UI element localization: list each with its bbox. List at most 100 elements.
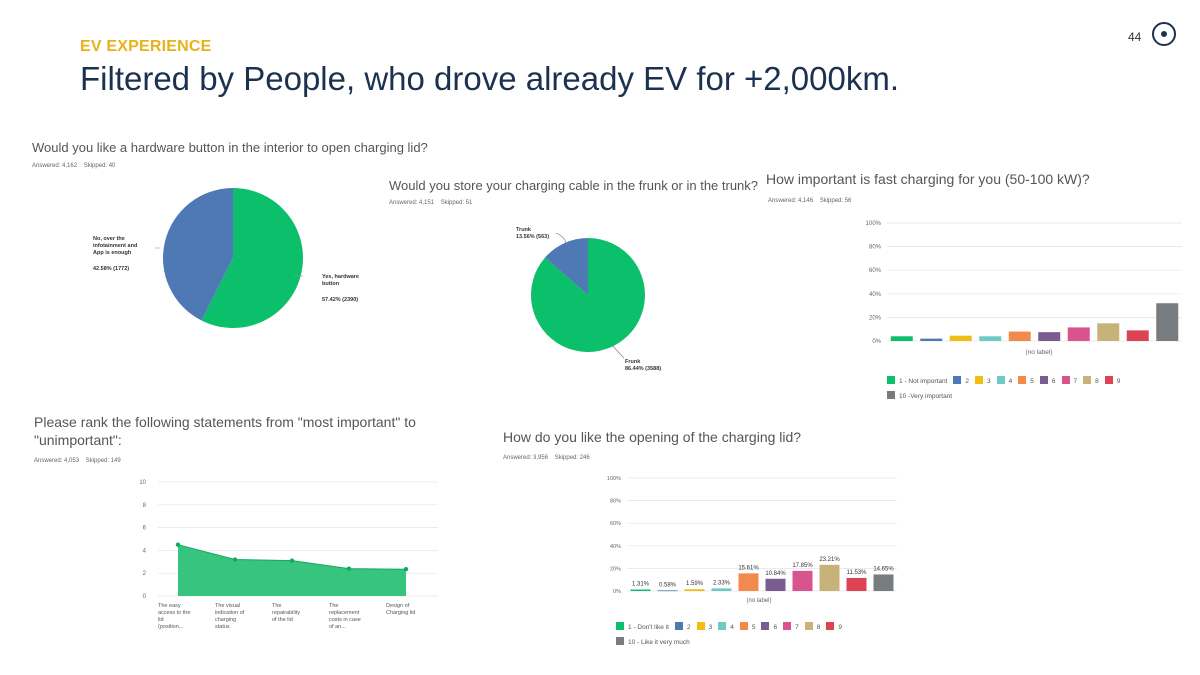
q3-title: How important is fast charging for you (… [766,171,1090,187]
bar-8 [1097,323,1120,341]
q2-frunk-label: Frunk [625,359,641,365]
legend-item: 2 [953,374,969,389]
x-tick-label: lid [158,617,164,623]
legend-label: 4 [1008,378,1013,385]
legend-swatch [718,622,727,630]
bar-9 [846,577,867,591]
y-tick-label: 80% [610,499,621,505]
y-tick-label: 0% [613,589,621,595]
pie-slice-trunk [545,238,588,295]
x-tick-label: Design of [386,603,410,609]
legend-item: 10 -Very important [887,389,952,404]
legend-item: 5 [739,620,756,635]
x-tick-label: The [329,603,338,609]
legend-swatch [616,622,624,630]
y-tick-label: 0 [143,594,147,600]
legend-label: 8 [1095,378,1099,385]
legend-label: 9 [838,624,842,631]
bar-9 [1126,330,1149,341]
data-point [289,558,295,563]
q1-meta: Answered: 4,162 Skipped: 40 [32,163,115,169]
q2-frunk-leader [611,344,625,359]
legend-swatch [1104,376,1113,384]
legend-label: 1 - Not important [899,378,948,385]
y-tick-label: 40% [869,292,882,298]
x-tick-label: status [215,624,230,630]
legend-item: 1 - Not important [887,374,947,389]
bar-10 [1156,303,1179,341]
legend-label: 3 [708,624,713,631]
legend-label: 4 [730,624,734,631]
q1-title: Would you like a hardware button in the … [32,140,428,155]
y-tick-label: 8 [143,503,147,509]
legend-swatch [783,622,792,630]
legend-item: 10 - Like it very much [616,635,690,650]
q4-title-line2: "unimportant": [34,432,122,448]
q1-no-label: infotainment and [93,243,137,249]
x-tick-label: repairability [272,610,300,616]
section-label: EV EXPERIENCE [80,38,212,55]
legend-swatch [1018,376,1027,384]
y-tick-label: 100% [607,476,621,482]
x-axis-label: (no label) [746,598,771,604]
q3-meta: Answered: 4,146 Skipped: 56 [768,198,851,204]
y-tick-label: 10 [139,480,146,486]
page-number: 44 [1128,30,1142,44]
q2-meta: Answered: 4,151 Skipped: 51 [389,200,472,206]
q1-yes-label: Yes, hardware [322,274,359,280]
q5-meta: Answered: 3,956 Skipped: 246 [503,455,590,461]
bar-10 [873,574,894,591]
bar-2 [657,590,678,592]
bar-value-label: 0.58% [659,582,677,588]
legend-item: 9 [1104,374,1120,389]
q1-no-label: App is enough [93,250,132,256]
bar-6 [1038,332,1061,341]
bar-3 [684,589,705,591]
q2-trunk-value: 13.56% (563) [516,234,549,240]
legend-item: 6 [761,620,777,635]
x-tick-label: replacement [329,610,360,616]
y-tick-label: 0% [872,339,881,345]
bar-value-label: 14.65% [873,566,894,572]
bar-1 [890,336,913,341]
bar-value-label: 23.21% [819,557,840,563]
legend-item: 1 - Don't like it [616,620,669,635]
q2-trunk-label: Trunk [516,227,532,233]
legend-item: 8 [1083,374,1099,389]
x-tick-label: of an... [329,624,346,630]
legend-label: 8 [816,624,821,631]
x-tick-label: charging [215,617,236,623]
legend-label: 6 [773,624,778,631]
area-fill [178,544,406,596]
legend-label: 3 [987,378,991,385]
legend-swatch [1039,376,1048,384]
legend-swatch [826,622,835,630]
q3-legend: 1 - Not important 2 3 4 5 6 7 8 9 10 -Very import… [887,374,1187,404]
data-point [175,542,181,547]
y-tick-label: 20% [869,315,882,321]
q2-answered: Answered: 4,151 [389,200,435,206]
pie-slice-yes [201,188,303,328]
q2-frunk-value: 86.44% (3588) [625,366,661,372]
legend-label: 5 [751,624,756,631]
legend-item: 6 [1039,374,1056,389]
q4-skipped: Skipped: 149 [85,458,121,464]
q3-answered: Answered: 4,146 [768,198,814,204]
legend-swatch [1083,376,1092,384]
bar-value-label: 1.31% [632,582,650,588]
q5-answered: Answered: 3,956 [503,455,549,461]
y-tick-label: 20% [610,566,621,572]
bar-value-label: 2.33% [713,580,731,586]
q5-legend: 1 - Don't like it 2 3 4 5 6 7 8 9 10 - Like it ve… [616,620,916,650]
q1-no-value: 42.58% (1772) [93,266,129,272]
q1-no-label: No, over the [93,236,125,242]
q5-skipped: Skipped: 246 [554,455,590,461]
legend-label: 2 [686,624,691,631]
bar-7 [1067,327,1090,341]
bar-5 [738,573,759,591]
legend-item: 7 [1061,374,1077,389]
target-icon [1152,22,1176,46]
legend-swatch [953,376,962,384]
q1-answered: Answered: 4,162 [32,163,78,169]
